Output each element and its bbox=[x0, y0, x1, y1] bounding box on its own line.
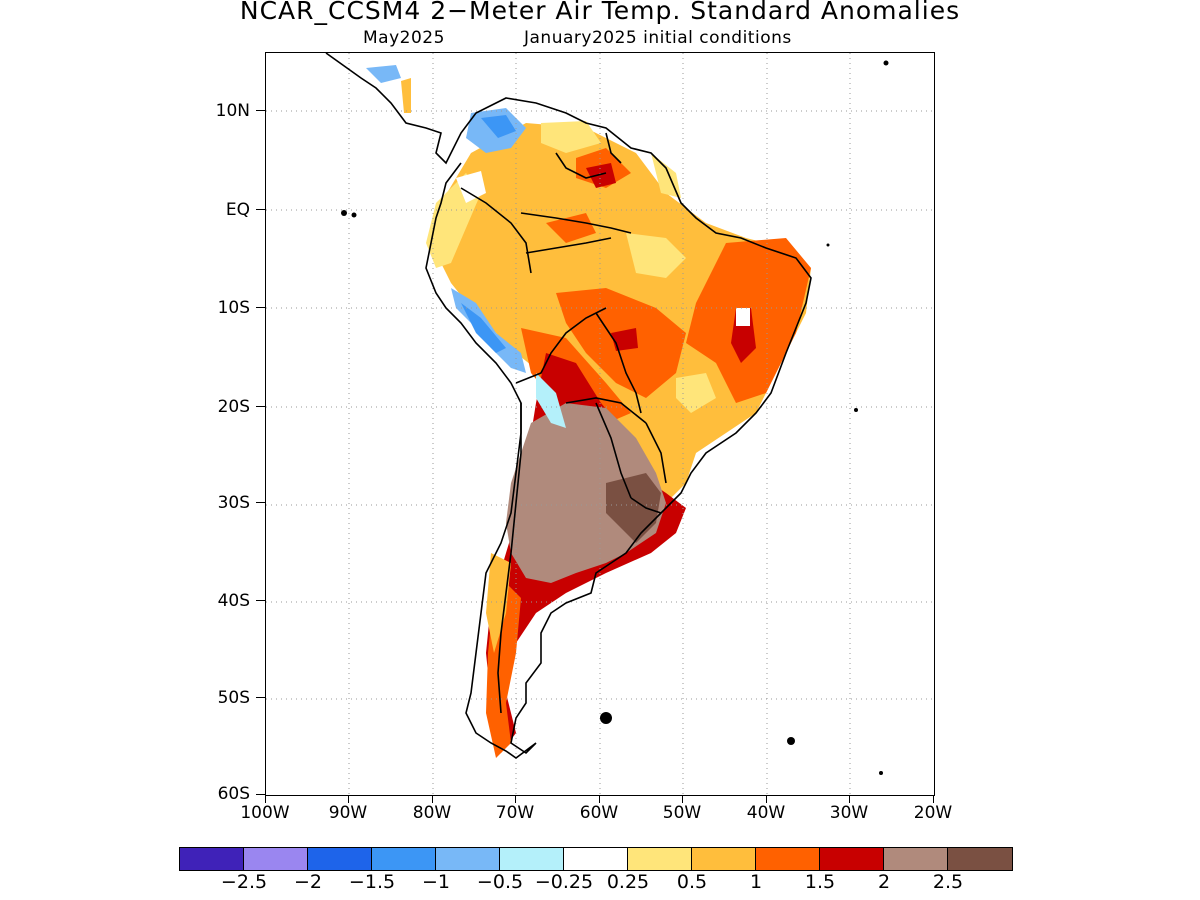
lon-tick bbox=[348, 795, 349, 803]
lat-tick bbox=[256, 502, 265, 503]
anomaly-region-3 bbox=[626, 233, 686, 278]
legend-label: −0.25 bbox=[534, 871, 594, 893]
lon-label-80w: 80W bbox=[412, 803, 452, 823]
anomaly-region-16 bbox=[606, 473, 661, 543]
lat-tick bbox=[256, 406, 265, 407]
lat-tick bbox=[256, 110, 265, 111]
islands bbox=[341, 60, 889, 775]
legend-label: 1 bbox=[749, 871, 763, 893]
legend-swatch bbox=[948, 848, 1012, 870]
anomaly-region-28 bbox=[456, 171, 486, 203]
lat-label-eq: EQ bbox=[225, 200, 250, 220]
legend-swatch bbox=[244, 848, 308, 870]
anomaly-region-13 bbox=[611, 328, 638, 351]
legend-label: 0.25 bbox=[606, 871, 650, 893]
lon-tick bbox=[265, 795, 266, 803]
lon-label-90w: 90W bbox=[328, 803, 368, 823]
legend-swatch bbox=[564, 848, 628, 870]
map-canvas bbox=[266, 53, 934, 795]
legend-swatch bbox=[628, 848, 692, 870]
lon-label-30w: 30W bbox=[829, 803, 869, 823]
anomaly-region-24 bbox=[366, 65, 401, 83]
lon-tick bbox=[515, 795, 516, 803]
lon-tick bbox=[599, 795, 600, 803]
lat-tick bbox=[256, 209, 265, 210]
lat-label-10n: 10N bbox=[215, 101, 250, 121]
anomaly-region-19 bbox=[736, 308, 750, 326]
lon-label-70w: 70W bbox=[495, 803, 535, 823]
lat-label-40s: 40S bbox=[217, 591, 250, 611]
legend-swatch bbox=[500, 848, 564, 870]
lon-tick bbox=[682, 795, 683, 803]
legend-label: 2 bbox=[877, 871, 891, 893]
initial-conditions: January2025 initial conditions bbox=[524, 28, 792, 48]
lat-tick bbox=[256, 600, 265, 601]
lon-label-40w: 40W bbox=[746, 803, 786, 823]
legend-label: −0.5 bbox=[476, 871, 524, 893]
chart-title: NCAR_CCSM4 2−Meter Air Temp. Standard An… bbox=[239, 0, 961, 25]
anomaly-region-15 bbox=[506, 403, 666, 583]
lat-label-60s: 60S bbox=[217, 784, 250, 804]
legend-swatch bbox=[308, 848, 372, 870]
anomaly-region-4 bbox=[541, 121, 601, 153]
lon-label-100w: 100W bbox=[240, 803, 290, 823]
anomaly-region-18 bbox=[486, 553, 511, 653]
legend-swatch bbox=[436, 848, 500, 870]
legend-swatch bbox=[756, 848, 820, 870]
lat-label-50s: 50S bbox=[217, 688, 250, 708]
lat-tick bbox=[256, 307, 265, 308]
legend-swatch bbox=[884, 848, 948, 870]
lat-tick bbox=[256, 697, 265, 698]
lon-label-20w: 20W bbox=[913, 803, 953, 823]
anomaly-fills bbox=[366, 65, 811, 758]
lat-label-20s: 20S bbox=[217, 397, 250, 417]
anomaly-region-14 bbox=[586, 163, 616, 188]
legend-label: −2 bbox=[293, 871, 323, 893]
legend-label: −2.5 bbox=[220, 871, 268, 893]
legend-swatch bbox=[692, 848, 756, 870]
gridlines bbox=[266, 53, 934, 795]
legend-label: −1.5 bbox=[348, 871, 396, 893]
lat-label-10s: 10S bbox=[217, 298, 250, 318]
lon-label-60w: 60W bbox=[579, 803, 619, 823]
lat-tick bbox=[256, 794, 265, 795]
legend-label: 1.5 bbox=[804, 871, 836, 893]
anomaly-region-25 bbox=[401, 78, 411, 113]
color-legend bbox=[179, 847, 1013, 871]
anomaly-region-5 bbox=[676, 373, 716, 413]
anomaly-region-21 bbox=[461, 303, 506, 353]
anomaly-region-27 bbox=[536, 373, 566, 428]
legend-swatch bbox=[372, 848, 436, 870]
anomaly-map bbox=[265, 52, 935, 796]
legend-swatch bbox=[180, 848, 244, 870]
legend-label: −1 bbox=[421, 871, 451, 893]
legend-swatch bbox=[820, 848, 884, 870]
anomaly-region-23 bbox=[481, 115, 516, 138]
lon-tick bbox=[766, 795, 767, 803]
coastlines bbox=[325, 53, 812, 759]
lon-label-50w: 50W bbox=[662, 803, 702, 823]
lon-tick bbox=[849, 795, 850, 803]
anomaly-region-10 bbox=[546, 213, 596, 243]
forecast-month: May2025 bbox=[363, 28, 445, 48]
lon-tick bbox=[933, 795, 934, 803]
legend-label: 0.5 bbox=[676, 871, 708, 893]
lon-tick bbox=[432, 795, 433, 803]
lat-label-30s: 30S bbox=[217, 493, 250, 513]
legend-label: 2.5 bbox=[932, 871, 964, 893]
